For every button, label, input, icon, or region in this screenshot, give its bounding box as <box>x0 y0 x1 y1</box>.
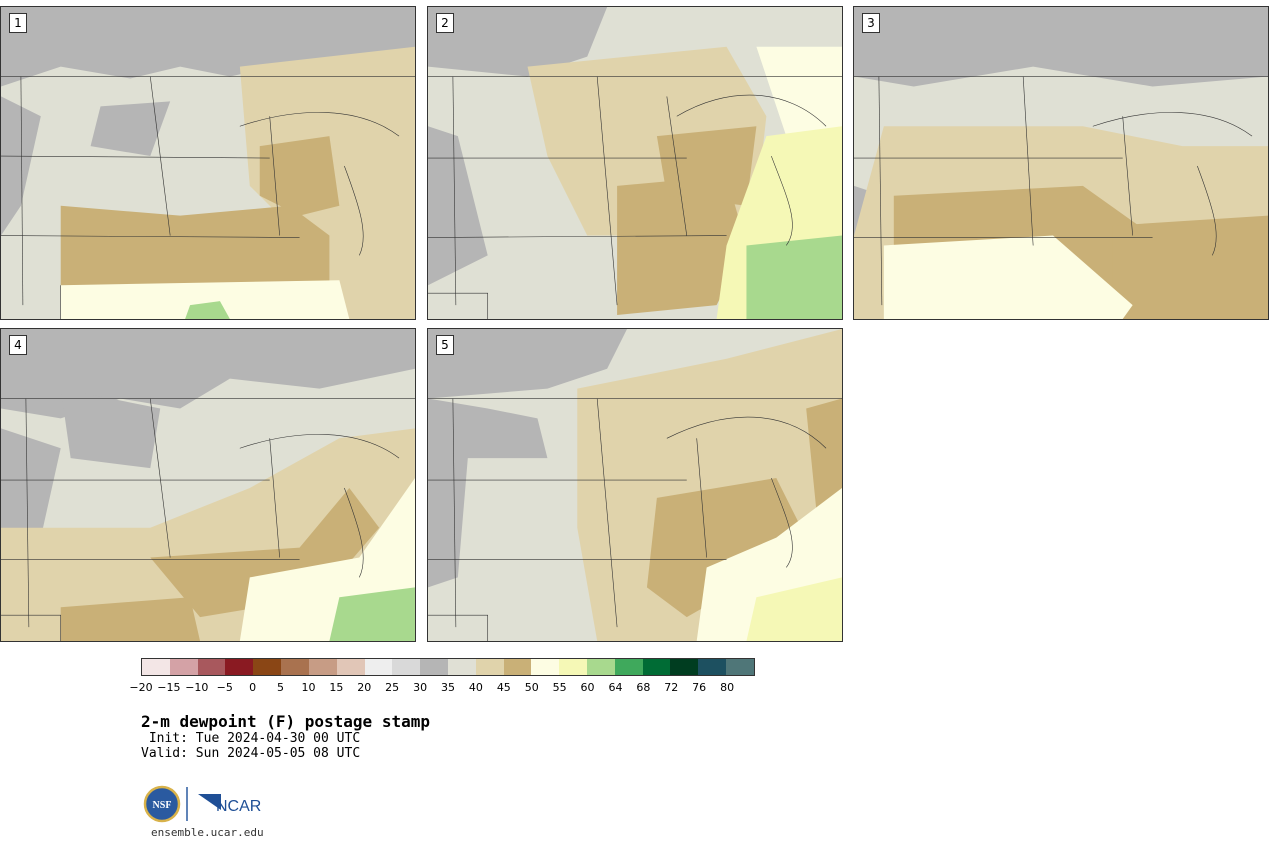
colorbar-swatch-12 <box>475 659 504 675</box>
init-time: Init: Tue 2024-04-30 00 UTC <box>141 731 361 746</box>
colorbar-swatch-4 <box>253 659 282 675</box>
map-panel-5: 5 <box>427 328 843 642</box>
colorbar-tick-label: −5 <box>216 681 233 694</box>
site-url: ensemble.ucar.edu <box>151 826 264 839</box>
nsf-logo-icon <box>143 785 181 823</box>
colorbar-swatch-11 <box>447 659 476 675</box>
colorbar-swatch-18 <box>642 659 671 675</box>
colorbar-tick-label: 35 <box>441 681 455 694</box>
ncar-logo-text: NCAR <box>216 798 261 815</box>
dewpoint-map-1 <box>1 7 415 319</box>
map-panel-3: 3 <box>853 6 1269 320</box>
nsf-ncar-logo: NSF NCAR <box>143 785 261 823</box>
colorbar-tick-label: 20 <box>357 681 372 694</box>
colorbar-tick-label: 68 <box>636 681 651 694</box>
ncar-logo-icon <box>198 794 221 810</box>
colorbar-swatch-19 <box>670 659 699 675</box>
map-panel-4: 4 <box>0 328 416 642</box>
panel-number: 4 <box>9 335 27 355</box>
colorbar-swatch-2 <box>197 659 226 675</box>
dewpoint-map-5 <box>428 329 842 641</box>
colorbar-swatch-17 <box>614 659 643 675</box>
panel-number: 1 <box>9 13 27 33</box>
colorbar-tick-label: 30 <box>413 681 428 694</box>
panel-number: 5 <box>436 335 454 355</box>
colorbar-ticks: −20 −15 −10 −5 0 5 10 15 20 25 30 35 40 45 50 55 60 64 68 7… <box>129 681 755 695</box>
panel-number: 3 <box>862 13 880 33</box>
colorbar-tick-label: −15 <box>157 681 181 694</box>
colorbar-tick-label: 40 <box>468 681 483 694</box>
dewpoint-map-2 <box>428 7 842 319</box>
dewpoint-map-3 <box>854 7 1268 319</box>
colorbar-swatch-10 <box>420 659 448 675</box>
colorbar-swatch-15 <box>559 659 587 675</box>
colorbar-tick-label: 50 <box>524 681 539 694</box>
colorbar-swatch-14 <box>531 659 560 675</box>
map-panel-1: 1 <box>0 6 416 320</box>
colorbar-tick-label: 76 <box>692 681 707 694</box>
map-panel-2: 2 <box>427 6 843 320</box>
colorbar-swatch-9 <box>392 659 421 675</box>
chart-title: 2-m dewpoint (F) postage stamp <box>141 712 430 731</box>
dewpoint-map-4 <box>1 329 415 641</box>
colorbar-swatch-6 <box>308 659 337 675</box>
colorbar-swatch-8 <box>364 659 393 675</box>
colorbar-tick-label: −10 <box>185 681 209 694</box>
colorbar-tick-label: 5 <box>277 681 285 694</box>
colorbar-tick-label: −20 <box>129 681 153 694</box>
logos: NSF NCAR <box>143 784 283 824</box>
colorbar-swatch-3 <box>225 659 254 675</box>
colorbar-tick-label: 72 <box>664 681 679 694</box>
colorbar-swatch-16 <box>587 659 615 675</box>
colorbar-swatch-0 <box>142 659 170 675</box>
colorbar-tick-label: 25 <box>385 681 400 694</box>
colorbar-swatch-20 <box>698 659 727 675</box>
colorbar-tick-label: 10 <box>301 681 316 694</box>
colorbar-tick-label: 60 <box>580 681 595 694</box>
colorbar-swatch-5 <box>281 659 309 675</box>
colorbar-tick-label: 55 <box>552 681 567 694</box>
valid-time: Valid: Sun 2024-05-05 08 UTC <box>141 746 361 761</box>
colorbar-swatch-13 <box>503 659 532 675</box>
colorbar-tick-label: 45 <box>496 681 511 694</box>
colorbar-tick-label: 80 <box>720 681 735 694</box>
nsf-logo-text: NSF <box>153 800 172 811</box>
colorbar-tick-label: 64 <box>608 681 623 694</box>
panel-number: 2 <box>436 13 454 33</box>
colorbar-swatch-21 <box>726 659 754 675</box>
colorbar-swatch-7 <box>336 659 365 675</box>
colorbar-tick-label: 15 <box>329 681 344 694</box>
colorbar-swatch-1 <box>169 659 198 675</box>
colorbar <box>141 658 755 676</box>
colorbar-tick-label: 0 <box>249 681 257 694</box>
